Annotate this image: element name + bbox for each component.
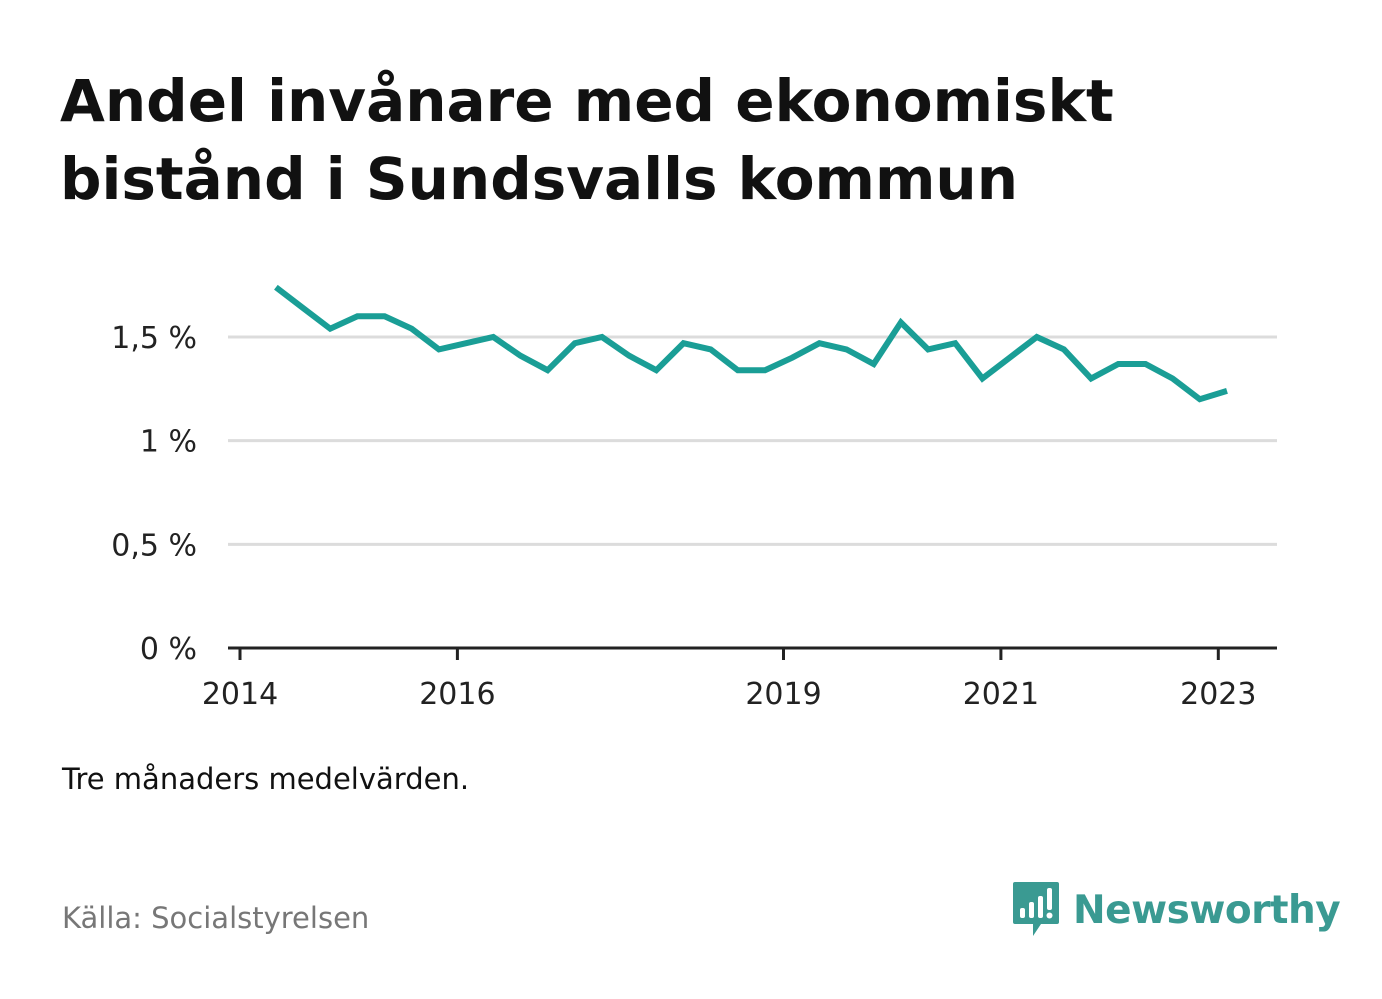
y-axis-ticks: 0 % 0,5 % 1 % 1,5 % xyxy=(111,321,197,667)
x-tick-label: 2014 xyxy=(202,677,278,712)
x-tick-label: 2021 xyxy=(963,677,1039,712)
chart-note: Tre månaders medelvärden. xyxy=(62,762,470,796)
grid-lines xyxy=(228,335,1277,546)
series-line-0 xyxy=(274,284,1228,403)
series-group xyxy=(274,284,1228,403)
chart-title: Andel invånare med ekonomiskt bistånd i … xyxy=(60,67,1114,213)
line-chart: 0 % 0,5 % 1 % 1,5 % 2014 2016 2019 2021 2023 xyxy=(111,284,1277,712)
brand-name: Newsworthy xyxy=(1073,887,1341,933)
x-tick-label: 2023 xyxy=(1180,677,1256,712)
x-axis: 2014 2016 2019 2021 2023 xyxy=(202,646,1277,712)
x-tick-label: 2016 xyxy=(419,677,495,712)
y-tick-label: 0,5 % xyxy=(111,528,197,563)
y-tick-label: 1 % xyxy=(140,425,197,460)
source-text: Källa: Socialstyrelsen xyxy=(62,901,370,935)
y-tick-label: 0 % xyxy=(140,632,197,667)
newsworthy-logo-icon xyxy=(1013,882,1059,936)
x-tick-label: 2019 xyxy=(745,677,821,712)
y-tick-label: 1,5 % xyxy=(111,321,197,356)
newsworthy-logo: Newsworthy xyxy=(1011,880,1341,940)
